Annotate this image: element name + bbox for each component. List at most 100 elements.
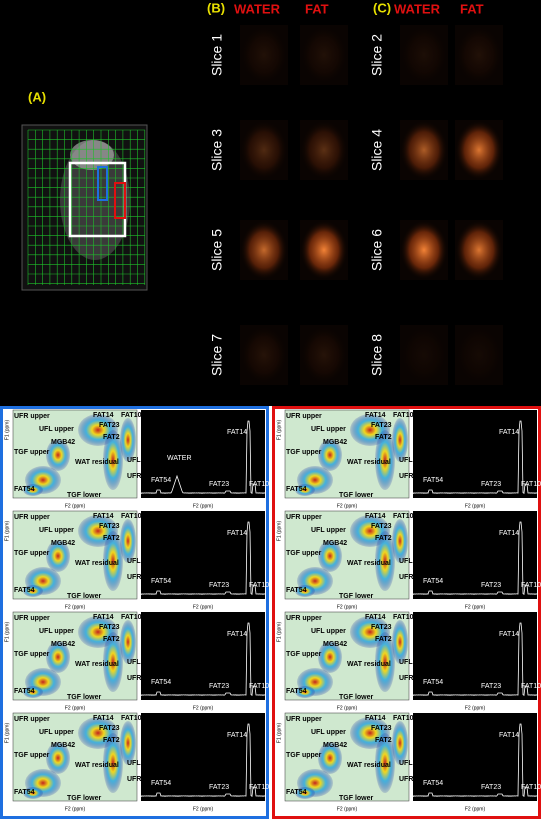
- peak-label: TGF lower: [339, 795, 374, 802]
- cross-peak: [392, 418, 408, 462]
- peak-label: FAT23: [371, 725, 392, 732]
- mri-localizer: [21, 124, 148, 291]
- signal-blob: [455, 25, 503, 85]
- peak-label: WAT residual: [75, 459, 119, 466]
- peak-label: FAT14: [227, 429, 247, 436]
- peak-label: UFL upper: [311, 628, 346, 635]
- spectrum-trace: [412, 723, 538, 798]
- axis-label: F2 (ppm): [337, 806, 358, 812]
- axis-label: F1 (ppm): [276, 420, 282, 441]
- spectrum-trace: [140, 723, 266, 798]
- peak-label: FAT10: [249, 481, 269, 488]
- peak-label: FAT23: [209, 481, 229, 488]
- signal-blob: [400, 325, 448, 385]
- spectrum-plot: [141, 511, 265, 599]
- peak-label: FAT10: [393, 715, 414, 722]
- spectrum-plot: [413, 410, 537, 498]
- cross-peak: [120, 418, 136, 462]
- axis-label: F2 (ppm): [465, 503, 486, 509]
- peak-label: MGB42: [51, 540, 75, 547]
- peak-label: FAT2: [375, 737, 392, 744]
- red-voxel: [114, 182, 126, 219]
- cross-peak: [23, 484, 43, 496]
- cross-peak: [295, 787, 315, 799]
- peak-label: FAT14: [93, 715, 114, 722]
- cross-peak: [46, 742, 70, 774]
- cross-peak: [318, 641, 342, 673]
- slice-label: Slice 6: [369, 229, 385, 271]
- column-header: WATER: [394, 1, 441, 16]
- axis-label: F2 (ppm): [193, 806, 214, 812]
- peak-label: FAT10: [521, 683, 541, 690]
- axis-label: F1 (ppm): [276, 521, 282, 542]
- peak-label: FAT54: [14, 688, 35, 695]
- peak-label: WAT residual: [75, 560, 119, 567]
- signal-blob: [400, 25, 448, 85]
- peak-label: UFL upper: [39, 729, 74, 736]
- peak-label: TGF upper: [286, 752, 322, 759]
- blue-voxel: [97, 166, 108, 201]
- panel-label: (A): [28, 89, 46, 104]
- slice-label: Slice 1: [209, 34, 225, 76]
- peak-label: FAT10: [249, 582, 269, 589]
- peak-label: FAT14: [227, 631, 247, 638]
- peak-label: FAT54: [286, 688, 307, 695]
- signal-blob: [240, 325, 288, 385]
- cross-peak: [318, 439, 342, 471]
- peak-label: WATER: [167, 455, 192, 462]
- cross-peak: [318, 540, 342, 572]
- peak-label: WAT residual: [347, 560, 391, 567]
- cross-peak: [295, 686, 315, 698]
- peak-label: FAT14: [227, 732, 247, 739]
- peak-label: WAT residual: [75, 762, 119, 769]
- mri-bright: [70, 140, 114, 170]
- peak-label: FAT54: [286, 587, 307, 594]
- signal-blob: [240, 120, 288, 180]
- spectrum-plot: [413, 612, 537, 700]
- spectrum-trace: [140, 521, 266, 596]
- cross-peak: [46, 439, 70, 471]
- axis-label: F2 (ppm): [65, 604, 86, 610]
- peak-label: FAT54: [151, 477, 171, 484]
- cross-peak: [46, 540, 70, 572]
- peak-label: TGF upper: [14, 449, 50, 456]
- peak-label: FAT14: [227, 530, 247, 537]
- signal-blob: [400, 220, 448, 280]
- peak-label: FAT23: [371, 523, 392, 530]
- signal-blob: [455, 120, 503, 180]
- spectrum-plot: [413, 511, 537, 599]
- axis-label: F2 (ppm): [65, 503, 86, 509]
- peak-label: FAT2: [103, 636, 120, 643]
- peak-label: FAT23: [209, 683, 229, 690]
- peak-label: FAT10: [521, 481, 541, 488]
- axis-label: F2 (ppm): [465, 705, 486, 711]
- peak-label: FAT14: [365, 412, 386, 419]
- peak-label: UFL upper: [311, 527, 346, 534]
- cross-peak: [318, 742, 342, 774]
- slice-label: Slice 2: [369, 34, 385, 76]
- peak-label: UFR upper: [286, 615, 322, 622]
- column-header: FAT: [460, 1, 484, 16]
- signal-blob: [300, 220, 348, 280]
- peak-label: TGF upper: [14, 752, 50, 759]
- cross-peak: [103, 733, 123, 793]
- peak-label: TGF upper: [14, 550, 50, 557]
- peak-label: TGF lower: [339, 492, 374, 499]
- peak-label: FAT14: [93, 412, 114, 419]
- peak-label: FAT54: [151, 578, 171, 585]
- peak-label: FAT14: [93, 614, 114, 621]
- peak-label: TGF lower: [67, 795, 102, 802]
- spectrum-trace: [412, 622, 538, 697]
- peak-label: WAT residual: [347, 661, 391, 668]
- peak-label: UFR upper: [286, 413, 322, 420]
- peak-label: MGB42: [323, 641, 347, 648]
- peak-label: FAT10: [121, 614, 142, 621]
- peak-label: FAT54: [423, 578, 443, 585]
- peak-label: TGF upper: [14, 651, 50, 658]
- peak-label: FAT14: [499, 530, 519, 537]
- signal-blob: [240, 220, 288, 280]
- axis-label: F1 (ppm): [4, 420, 10, 441]
- cross-peak: [23, 686, 43, 698]
- axis-label: F2 (ppm): [337, 503, 358, 509]
- peak-label: FAT2: [103, 434, 120, 441]
